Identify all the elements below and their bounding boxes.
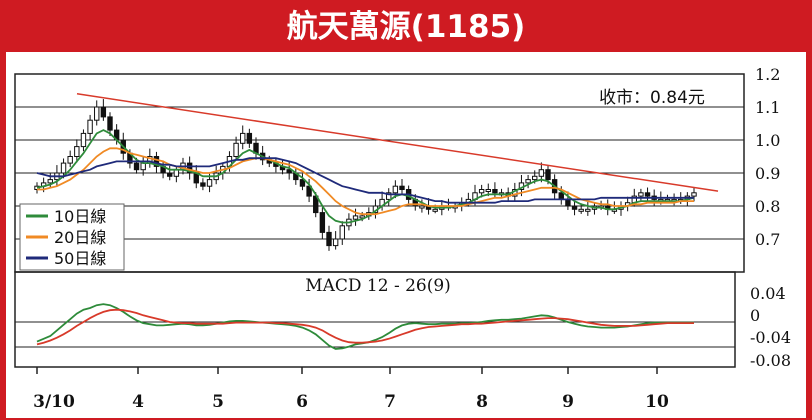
- candle-down: [167, 172, 173, 177]
- macd-grid: [15, 321, 735, 348]
- candle-up: [233, 142, 239, 158]
- candle-down: [299, 179, 306, 187]
- candle-up: [94, 106, 100, 121]
- macd-y-axis: 0.04 0 -0.04 -0.08: [750, 284, 791, 370]
- signal-line: [36, 308, 694, 346]
- candle-up: [478, 189, 485, 194]
- macd-title: MACD 12 - 26(9): [305, 276, 451, 296]
- legend-label-ma50: 50日線: [54, 249, 106, 268]
- candle-up: [339, 225, 345, 240]
- candle-down: [286, 169, 292, 174]
- macd-plot-frame: [14, 271, 736, 368]
- y-tick-label: -0.08: [750, 351, 791, 370]
- candle-up: [485, 189, 491, 192]
- ma10-line: [36, 129, 695, 224]
- candle-up: [240, 132, 246, 144]
- y-tick-label: 0: [750, 306, 760, 325]
- chart-panel: [6, 52, 806, 418]
- candle-up: [80, 132, 87, 148]
- candle-up: [585, 208, 591, 212]
- candle-down: [558, 192, 564, 200]
- candle-up: [332, 238, 339, 247]
- x-tick-label: 5: [212, 392, 224, 412]
- candle-up: [67, 156, 73, 164]
- x-tick-label: 4: [132, 392, 144, 412]
- x-tick-label: 9: [562, 392, 574, 412]
- candle-up: [532, 175, 538, 181]
- candle-up: [359, 215, 365, 219]
- candle-up: [74, 146, 80, 158]
- candle-up: [432, 208, 438, 212]
- candle-down: [306, 185, 312, 197]
- candle-down: [399, 185, 405, 190]
- candle-down: [186, 162, 193, 174]
- candle-down: [100, 106, 107, 118]
- macd-layer: [36, 303, 694, 350]
- candle-down: [565, 198, 571, 207]
- candle-up: [525, 179, 531, 184]
- legend-label-ma20: 20日線: [54, 228, 106, 247]
- candle-down: [133, 162, 140, 171]
- candle-up: [538, 169, 545, 177]
- x-tick-label: 10: [645, 392, 669, 412]
- candle-up: [638, 192, 644, 197]
- legend: 10日線 20日線 50日線: [19, 203, 125, 271]
- candle-down: [153, 156, 160, 167]
- candle-down: [571, 205, 578, 210]
- page-title: 航天萬源(1185): [287, 9, 526, 45]
- y-tick-label: 0.8: [755, 197, 780, 216]
- candle-up: [392, 185, 399, 194]
- ma50-line: [36, 157, 694, 204]
- candle-up: [140, 162, 146, 171]
- legend-label-ma10: 10日線: [54, 207, 106, 226]
- candle-up: [206, 179, 213, 187]
- candle-up: [691, 192, 697, 197]
- y-tick-label: 0.04: [750, 284, 786, 303]
- candle-down: [326, 231, 332, 247]
- candle-up: [352, 215, 359, 220]
- candle-up: [60, 162, 67, 174]
- candle-down: [246, 132, 253, 144]
- candle-down: [107, 116, 113, 131]
- y-tick-label: -0.04: [750, 328, 791, 347]
- y-tick-label: 1.0: [755, 131, 780, 150]
- candle-up: [578, 208, 584, 212]
- y-tick-label: 0.9: [755, 164, 780, 183]
- candle-down: [492, 189, 498, 194]
- x-tick-label: 3/10: [33, 392, 75, 412]
- header-bar: [0, 0, 812, 50]
- candle-down: [545, 169, 551, 181]
- y-tick-label: 1.1: [755, 98, 780, 117]
- y-tick-label: 1.2: [755, 65, 780, 84]
- candle-up: [173, 169, 180, 177]
- candle-down: [319, 212, 326, 233]
- x-axis: 3/10 4 5 6 7 8 9 10: [33, 392, 669, 412]
- x-tick-label: 7: [384, 392, 396, 412]
- candle-up: [87, 119, 93, 134]
- close-annotation: 收市：0.84元: [599, 88, 705, 108]
- y-tick-label: 0.7: [755, 230, 780, 249]
- price-y-axis: 1.2 1.1 1.0 0.9 0.8 0.7: [755, 65, 780, 249]
- candle-up: [47, 179, 53, 184]
- candle-up: [419, 205, 425, 209]
- candle-down: [200, 182, 206, 187]
- trendline: [76, 93, 719, 192]
- x-tick-label: 8: [476, 392, 488, 412]
- candle-down: [644, 192, 651, 197]
- moving-average-layer: [36, 93, 719, 224]
- x-tick-label: 6: [296, 392, 308, 412]
- candle-up: [386, 192, 392, 200]
- x-axis-ticks: [36, 367, 658, 374]
